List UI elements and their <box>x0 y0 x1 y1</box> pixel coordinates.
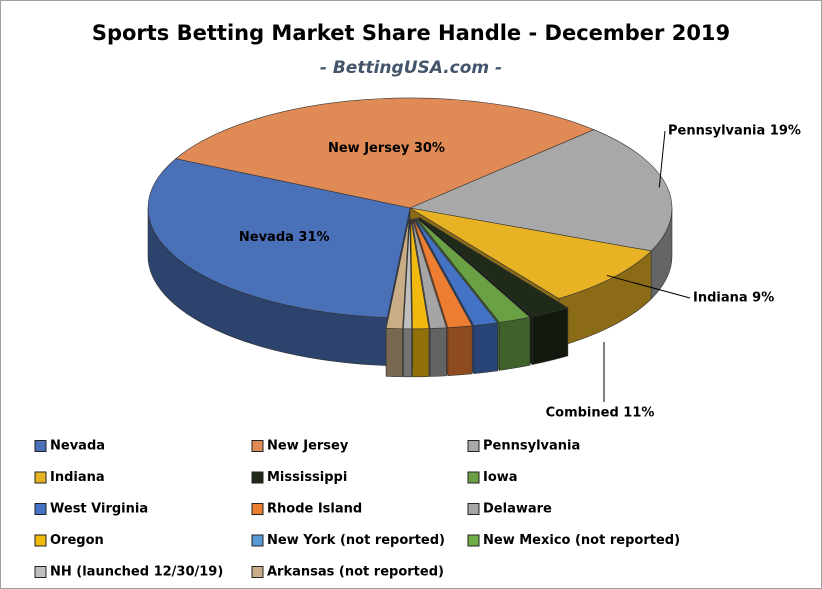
legend-label: NH (launched 12/30/19) <box>50 565 223 580</box>
data-label: Pennsylvania 19% <box>668 124 801 139</box>
slice <box>416 217 531 323</box>
slice-side <box>473 322 498 374</box>
legend-swatch <box>251 440 264 452</box>
slice <box>385 218 410 330</box>
chart-subtitle: - BettingUSA.com - <box>320 58 502 78</box>
legend-label: Iowa <box>483 470 518 485</box>
legend-swatch <box>467 503 480 515</box>
slice <box>411 218 447 329</box>
legend-label: Mississippi <box>267 470 347 485</box>
legend-label: Delaware <box>483 502 552 517</box>
legend-label: Arkansas (not reported) <box>267 565 444 580</box>
slice <box>412 218 473 328</box>
slice-side <box>447 325 473 376</box>
chart-title: Sports Betting Market Share Handle - Dec… <box>92 21 730 45</box>
legend-swatch <box>34 566 47 578</box>
legend-label: West Virginia <box>50 502 148 517</box>
legend-swatch <box>34 471 47 484</box>
data-label: Indiana 9% <box>693 291 774 306</box>
legend-label: Nevada <box>50 439 105 454</box>
legend-swatch <box>251 471 264 484</box>
slice-side <box>403 328 412 378</box>
slice <box>410 218 430 330</box>
slice <box>418 217 569 317</box>
slice <box>403 218 412 330</box>
slice-side <box>412 328 430 378</box>
legend-swatch <box>467 534 480 547</box>
legend-label: New Jersey <box>267 439 349 454</box>
slice-side <box>429 327 447 377</box>
annotation: Combined 11% <box>546 406 655 421</box>
legend-label: Indiana <box>50 470 105 485</box>
legend-swatch <box>467 471 480 484</box>
legend-label: Pennsylvania <box>483 439 580 454</box>
legend-swatch <box>34 503 47 515</box>
legend-swatch <box>251 503 264 515</box>
slice <box>414 218 499 326</box>
data-label: Nevada 31% <box>239 230 330 245</box>
pie: Nevada 31% New Jersey 30% Pennsylvania 19%… <box>147 97 801 421</box>
slice <box>408 129 673 252</box>
legend-label: New York (not reported) <box>267 533 445 548</box>
legend-swatch <box>251 566 264 578</box>
legend-swatch <box>34 534 47 547</box>
slice-side <box>531 307 569 365</box>
legend-label: New Mexico (not reported) <box>483 533 680 548</box>
legend-swatch <box>467 440 480 452</box>
leader-line <box>658 130 666 188</box>
data-label: New Jersey 30% <box>328 141 445 156</box>
slice-side <box>499 316 531 371</box>
legend: Nevada New Jersey Pennsylvania Indiana Missi… <box>34 439 680 580</box>
legend-label: Oregon <box>50 533 104 548</box>
slice <box>147 158 411 318</box>
slice-side <box>385 328 403 378</box>
legend-swatch <box>34 440 47 452</box>
leader-line <box>606 274 691 299</box>
legend-swatch <box>251 534 264 547</box>
legend-label: Rhode Island <box>267 502 362 517</box>
